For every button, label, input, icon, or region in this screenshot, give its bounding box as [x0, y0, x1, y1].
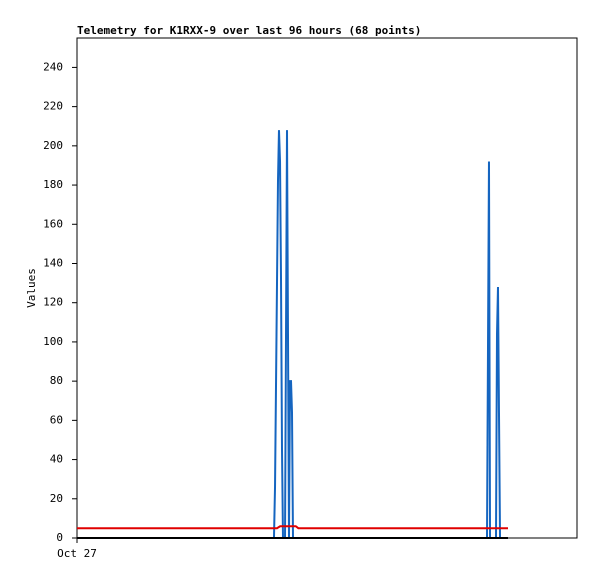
y-tick-label: 60: [50, 413, 63, 426]
x-tick-label: Oct 27: [57, 547, 97, 560]
y-tick-label: 160: [43, 217, 63, 230]
y-tick-label: 220: [43, 100, 63, 113]
y-tick-label: 0: [56, 531, 63, 544]
y-tick-label: 180: [43, 178, 63, 191]
series-line: [77, 130, 508, 539]
y-tick-label: 240: [43, 60, 63, 73]
series-line: [77, 525, 508, 530]
y-tick-label: 100: [43, 335, 63, 348]
y-tick-label: 40: [50, 453, 63, 466]
y-tick-label: 80: [50, 374, 63, 387]
y-tick-label: 200: [43, 139, 63, 152]
y-axis-label: Values: [25, 268, 38, 308]
y-tick-label: 120: [43, 296, 63, 309]
chart-title: Telemetry for K1RXX-9 over last 96 hours…: [77, 24, 421, 37]
y-tick-label: 140: [43, 256, 63, 269]
y-tick-label: 20: [50, 492, 63, 505]
